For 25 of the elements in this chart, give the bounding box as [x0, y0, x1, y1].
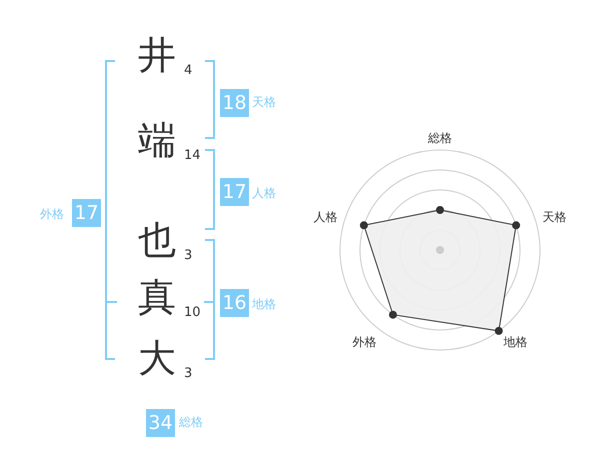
category-label: 大 — [138, 336, 176, 380]
text: 17 — [220, 178, 249, 206]
data-label: 10 — [184, 305, 201, 320]
text: 17 — [72, 199, 101, 227]
data-label: 14 — [184, 148, 201, 163]
data-label: 4 — [184, 63, 192, 78]
text: 外格 — [40, 206, 64, 223]
spoke-label: 人格 — [313, 210, 338, 224]
category-label: 真 — [138, 275, 176, 319]
category-label: 井 — [138, 33, 176, 77]
spoke-label: 地格 — [502, 334, 528, 349]
text: 総格 — [179, 414, 203, 431]
text: 天格 — [252, 94, 276, 111]
text: 人格 — [252, 185, 276, 202]
text: 16 — [220, 289, 249, 317]
category-label: 端 — [138, 118, 176, 162]
text: 地格 — [252, 296, 276, 313]
category-label: 也 — [138, 218, 176, 262]
spoke-label: 天格 — [542, 210, 567, 224]
spoke-label: 総格 — [427, 131, 452, 145]
data-label: 3 — [184, 366, 192, 381]
text: 34 — [146, 409, 175, 437]
data-label: 3 — [184, 248, 192, 263]
spoke-label: 外格 — [352, 334, 377, 349]
text: 18 — [220, 89, 249, 117]
